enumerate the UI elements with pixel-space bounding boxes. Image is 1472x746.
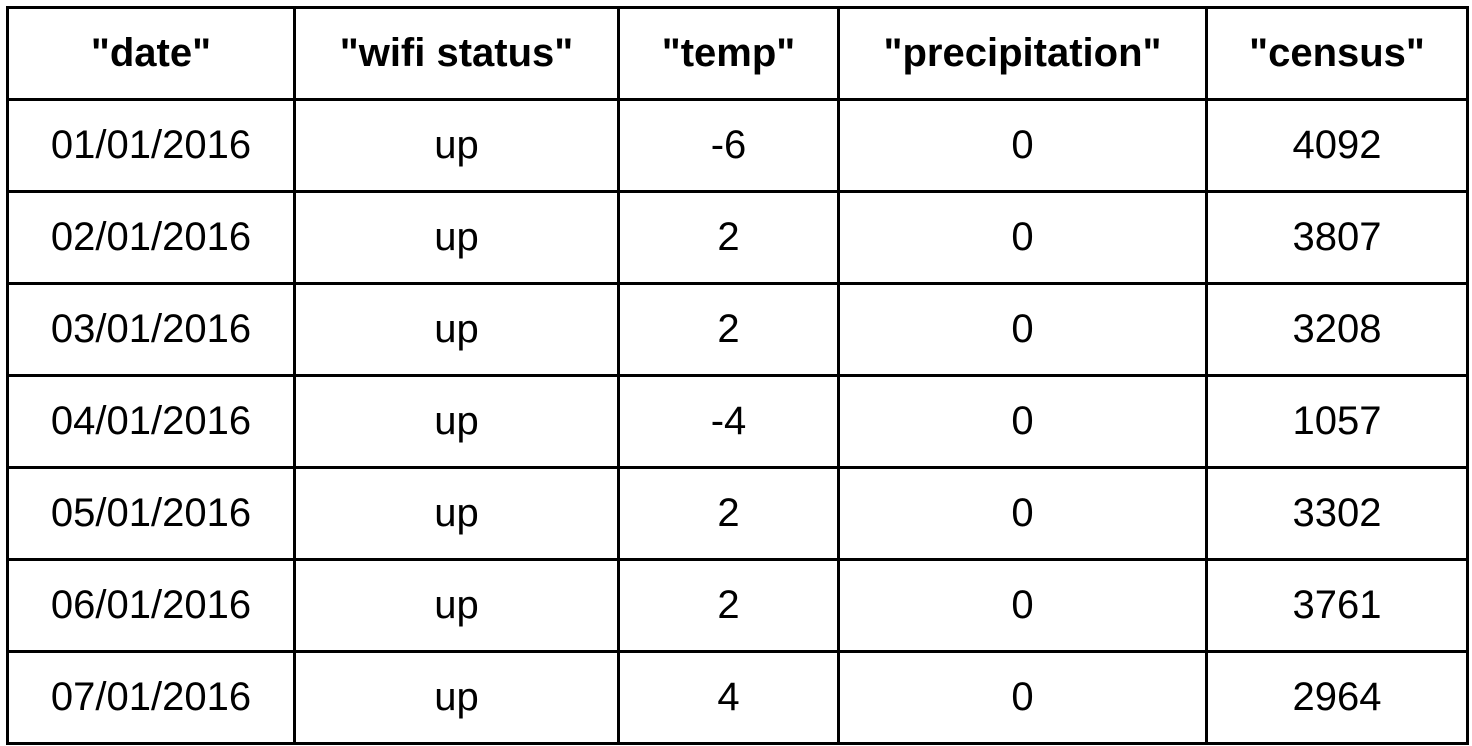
- table-row: 06/01/2016 up 2 0 3761: [6, 558, 1469, 653]
- cell-date: 05/01/2016: [6, 466, 296, 561]
- cell-census: 3807: [1205, 190, 1469, 285]
- cell-temp: 2: [617, 190, 840, 285]
- cell-temp: 2: [617, 282, 840, 377]
- cell-wifi-status: up: [293, 282, 620, 377]
- cell-temp: -6: [617, 98, 840, 193]
- table-row: 05/01/2016 up 2 0 3302: [6, 466, 1469, 561]
- cell-precipitation: 0: [837, 98, 1208, 193]
- cell-date: 01/01/2016: [6, 98, 296, 193]
- cell-census: 1057: [1205, 374, 1469, 469]
- cell-date: 04/01/2016: [6, 374, 296, 469]
- cell-temp: 2: [617, 558, 840, 653]
- cell-temp: 4: [617, 650, 840, 745]
- cell-wifi-status: up: [293, 98, 620, 193]
- cell-precipitation: 0: [837, 374, 1208, 469]
- table-row: 04/01/2016 up -4 0 1057: [6, 374, 1469, 469]
- cell-precipitation: 0: [837, 190, 1208, 285]
- header-date: "date": [6, 6, 296, 101]
- cell-precipitation: 0: [837, 558, 1208, 653]
- cell-precipitation: 0: [837, 466, 1208, 561]
- data-table: "date" "wifi status" "temp" "precipitati…: [6, 6, 1469, 745]
- cell-date: 07/01/2016: [6, 650, 296, 745]
- table-row: 07/01/2016 up 4 0 2964: [6, 650, 1469, 745]
- cell-census: 2964: [1205, 650, 1469, 745]
- cell-date: 02/01/2016: [6, 190, 296, 285]
- cell-census: 3302: [1205, 466, 1469, 561]
- cell-precipitation: 0: [837, 650, 1208, 745]
- cell-census: 3208: [1205, 282, 1469, 377]
- cell-wifi-status: up: [293, 558, 620, 653]
- header-wifi-status: "wifi status": [293, 6, 620, 101]
- header-temp: "temp": [617, 6, 840, 101]
- header-row: "date" "wifi status" "temp" "precipitati…: [6, 6, 1469, 101]
- cell-date: 03/01/2016: [6, 282, 296, 377]
- cell-temp: 2: [617, 466, 840, 561]
- header-precipitation: "precipitation": [837, 6, 1208, 101]
- cell-wifi-status: up: [293, 374, 620, 469]
- cell-census: 4092: [1205, 98, 1469, 193]
- table-row: 01/01/2016 up -6 0 4092: [6, 98, 1469, 193]
- data-table-container: "date" "wifi status" "temp" "precipitati…: [6, 6, 1469, 745]
- cell-wifi-status: up: [293, 190, 620, 285]
- cell-wifi-status: up: [293, 650, 620, 745]
- table-row: 02/01/2016 up 2 0 3807: [6, 190, 1469, 285]
- cell-precipitation: 0: [837, 282, 1208, 377]
- cell-census: 3761: [1205, 558, 1469, 653]
- header-census: "census": [1205, 6, 1469, 101]
- cell-wifi-status: up: [293, 466, 620, 561]
- table-row: 03/01/2016 up 2 0 3208: [6, 282, 1469, 377]
- cell-date: 06/01/2016: [6, 558, 296, 653]
- cell-temp: -4: [617, 374, 840, 469]
